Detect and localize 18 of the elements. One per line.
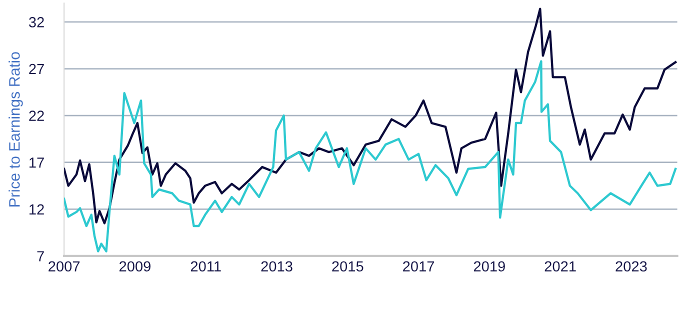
y-tick-label: 22 [29,110,44,121]
x-tick-label: 2013 [261,261,292,272]
x-tick-label: 2007 [48,261,80,272]
x-tick-label: 2019 [474,261,505,272]
x-tick-label: 2021 [544,261,576,272]
y-axis-title: Price to Earnings Ratio [8,52,23,206]
x-tick-label: 2017 [403,261,434,272]
y-tick-label: 32 [28,17,44,28]
y-tick-label: 27 [29,64,44,74]
line-series [64,60,677,252]
y-tick-label: 12 [30,204,44,214]
y-tick-label: 7 [37,251,44,262]
x-tick-label: 2015 [332,261,364,272]
x-tick-label: 2011 [190,261,221,272]
x-tick-label: 2023 [616,261,647,272]
x-tick-label: 2009 [119,261,150,272]
y-tick-label: 17 [30,158,44,168]
line-series [64,8,677,224]
